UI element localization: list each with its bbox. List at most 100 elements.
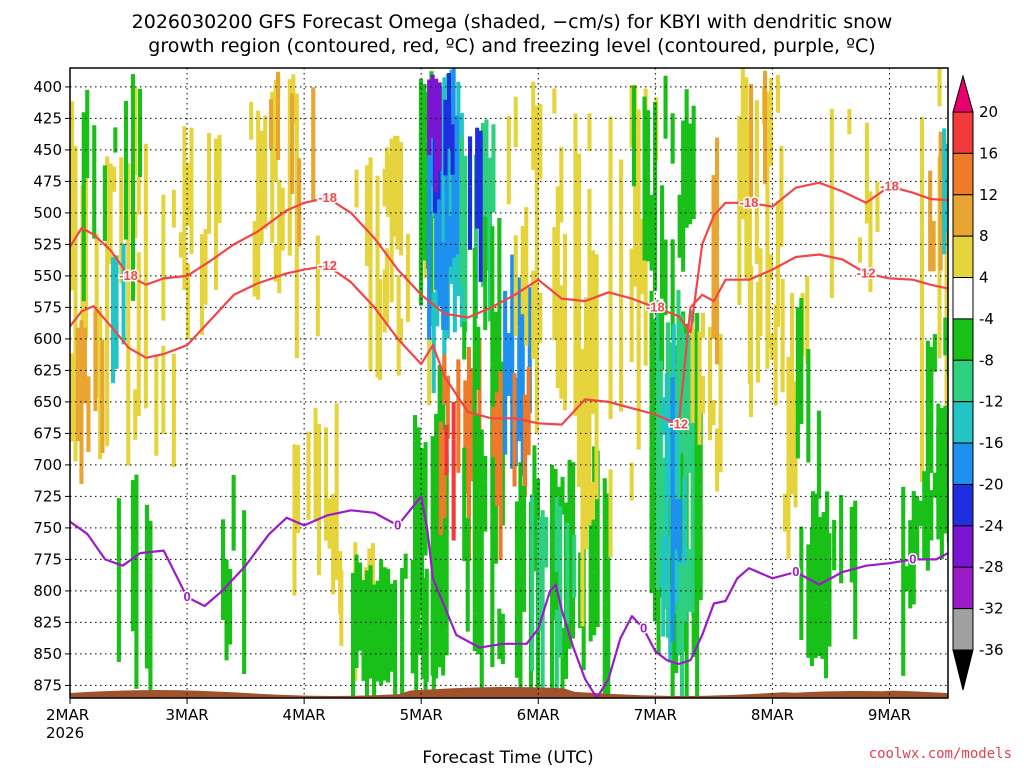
colorbar-label: 8 xyxy=(979,227,989,245)
omega-cell xyxy=(290,143,295,194)
omega-cell xyxy=(465,518,470,632)
omega-cell xyxy=(521,485,526,512)
omega-cell xyxy=(395,186,400,250)
omega-cell xyxy=(116,561,121,662)
y-tick-label: 700 xyxy=(33,456,62,474)
omega-cell xyxy=(534,105,539,169)
omega-cell xyxy=(629,462,634,501)
omega-cell xyxy=(121,268,126,345)
omega-cell xyxy=(691,105,696,220)
freezing-level-contour xyxy=(70,495,948,698)
omega-cell xyxy=(908,520,913,609)
omega-cell xyxy=(520,400,525,476)
omega-cell xyxy=(354,554,359,668)
omega-cell xyxy=(690,411,695,512)
omega-cell xyxy=(493,311,498,400)
omega-cell xyxy=(490,515,495,592)
omega-cell xyxy=(444,554,449,631)
freezing-level-contour-label: 0 xyxy=(394,517,401,532)
omega-cell xyxy=(462,321,467,360)
omega-cell xyxy=(79,320,84,371)
omega-cell xyxy=(273,80,278,181)
omega-cell xyxy=(370,543,375,569)
omega-cell xyxy=(517,277,522,328)
omega-cell xyxy=(351,623,356,698)
x-tick-label: 6MAR xyxy=(517,706,560,724)
omega-cell xyxy=(523,394,528,496)
omega-cell xyxy=(602,503,607,605)
omega-cell xyxy=(438,421,443,536)
omega-cell xyxy=(520,251,525,315)
omega-cell xyxy=(382,567,387,593)
colorbar-label: -28 xyxy=(979,558,1004,576)
omega-cell xyxy=(571,600,576,639)
omega-cell xyxy=(207,133,212,234)
omega-cell xyxy=(606,556,611,620)
omega-cell xyxy=(472,525,477,614)
terrain-fill xyxy=(70,687,948,698)
omega-cell xyxy=(646,110,651,174)
omega-cell xyxy=(70,151,75,266)
omega-cell xyxy=(372,584,377,698)
colorbar: 20 16 12 8 4 -4 -8 -12 -16 -20 -24 -28 -32 -36 xyxy=(952,74,1004,691)
omega-cell xyxy=(594,254,599,318)
omega-cell xyxy=(427,79,432,156)
omega-cell xyxy=(377,279,382,380)
omega-cell xyxy=(224,559,229,661)
omega-cell xyxy=(904,566,909,592)
omega-cell xyxy=(779,146,784,209)
colorbar-band xyxy=(952,608,974,651)
omega-cell xyxy=(544,517,549,568)
omega-cell xyxy=(182,164,187,228)
omega-cell xyxy=(681,120,686,171)
omega-cell xyxy=(70,101,75,152)
omega-cell xyxy=(400,618,405,644)
colorbar-label: 12 xyxy=(979,186,998,204)
omega-cell xyxy=(395,136,400,187)
omega-cell xyxy=(434,464,439,566)
omega-cell xyxy=(119,258,124,284)
omega-cell xyxy=(829,108,834,198)
omega-cell xyxy=(537,517,542,631)
omega-cell xyxy=(925,340,930,442)
omega-cell xyxy=(602,478,607,504)
omega-cell xyxy=(583,461,588,550)
omega-cell xyxy=(339,570,344,646)
omega-cell xyxy=(134,575,139,689)
omega-cell xyxy=(633,236,638,287)
omega-cell xyxy=(679,604,684,630)
omega-cell xyxy=(937,295,942,359)
colorbar-band xyxy=(952,318,974,361)
omega-cell xyxy=(825,554,830,580)
omega-cell xyxy=(111,307,116,384)
omega-cell xyxy=(358,562,363,651)
omega-cell xyxy=(919,318,924,382)
omega-cell xyxy=(640,218,645,295)
omega-cell xyxy=(295,445,300,534)
omega-cell xyxy=(470,367,475,482)
omega-cell xyxy=(393,617,398,698)
omega-cell xyxy=(182,227,187,291)
omega-cell xyxy=(675,401,680,427)
omega-cell xyxy=(112,166,117,192)
omega-cell xyxy=(520,226,525,252)
omega-cell xyxy=(608,179,613,243)
omega-cell xyxy=(827,533,832,647)
omega-cell xyxy=(361,630,366,681)
omega-cell xyxy=(690,511,695,550)
omega-cell xyxy=(269,99,274,150)
omega-cell xyxy=(389,189,394,240)
omega-cell xyxy=(161,345,166,434)
omega-cell xyxy=(456,359,461,473)
omega-cell xyxy=(695,640,700,698)
omega-cell xyxy=(365,190,370,266)
omega-cell xyxy=(403,553,408,579)
omega-cell xyxy=(430,612,435,676)
omega-cell xyxy=(520,286,525,400)
omega-cell xyxy=(805,276,810,365)
omega-cell xyxy=(578,552,583,628)
omega-cell xyxy=(442,480,447,518)
omega-cell xyxy=(94,233,99,348)
colorbar-label: -16 xyxy=(979,434,1004,452)
chart-title-line2: growth region (contoured, red, ºC) and f… xyxy=(148,35,875,57)
